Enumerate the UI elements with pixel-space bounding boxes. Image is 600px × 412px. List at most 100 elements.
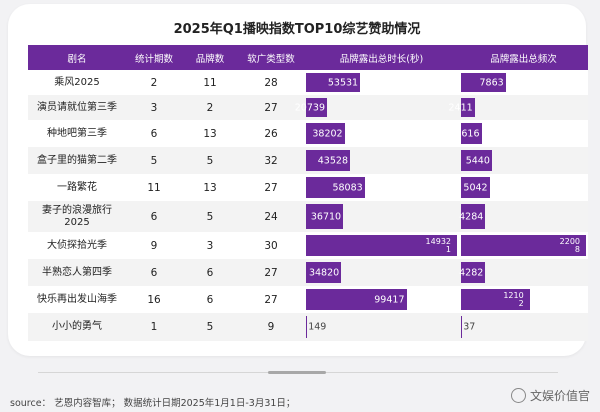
duration-bar-area: 36710 <box>306 204 457 229</box>
brands-value: 13 <box>203 127 217 140</box>
text-line: 2 <box>518 298 524 308</box>
duration-bar-area: 53531 <box>306 73 457 92</box>
frequency-bar-area: 7863 <box>461 73 586 92</box>
frequency-label: 7863 <box>480 77 504 88</box>
footer-indicator <box>268 371 326 374</box>
watermark-logo-icon <box>510 388 526 403</box>
frequency-bar <box>461 150 492 171</box>
table-row: 半熟恋人第四季 6 6 27 34820 4282 <box>28 259 588 286</box>
source-note: source： 艺恩内容智库； 数据统计日期2025年1月1日-3月31日； <box>10 398 296 409</box>
ad-types-value: 27 <box>264 266 278 279</box>
frequency-label: 3616 <box>455 128 479 139</box>
frequency-label: 4282 <box>459 267 483 278</box>
duration-cell: 149 <box>304 313 459 341</box>
frequency-bar-area: 2411 <box>449 98 586 117</box>
frequency-bar <box>461 98 475 117</box>
frequency-bar <box>461 204 486 229</box>
frequency-cell: 4282 <box>459 259 588 286</box>
frequency-cell: 5440 <box>459 147 588 174</box>
duration-label: 99417 <box>374 294 404 305</box>
text-line: 2200 <box>559 236 580 246</box>
data-table: 剧名 统计期数 品牌数 软广类型数 品牌露出总时长(秒) 品牌露出总频次 乘风2… <box>28 45 588 341</box>
periods-value: 5 <box>150 154 158 167</box>
periods-value: 6 <box>150 127 158 140</box>
duration-bar-area: 20739 <box>295 98 457 117</box>
duration-label: 38202 <box>312 128 342 139</box>
table-row: 演员请就位第三季 3 2 27 20739 2411 <box>28 95 588 120</box>
header-ad-types: 软广类型数 <box>247 53 295 65</box>
frequency-bar-area: 5042 <box>461 177 586 198</box>
periods-value: 6 <box>150 210 158 223</box>
periods-value: 16 <box>147 293 161 306</box>
table-row: 盒子里的猫第二季 5 5 32 43528 5440 <box>28 147 588 174</box>
watermark-text: 文娱价值官 <box>529 389 590 403</box>
text-line: 妻子的浪漫旅行 <box>42 204 112 216</box>
show-name-text: 半熟恋人第四季 <box>42 267 112 279</box>
duration-bar <box>306 150 350 171</box>
periods-value: 3 <box>150 101 158 114</box>
duration-bar <box>306 73 361 92</box>
duration-bar <box>306 289 407 310</box>
frequency-label: 2411 <box>449 102 473 113</box>
ad-types-value: 27 <box>264 293 278 306</box>
periods-value: 11 <box>147 181 161 194</box>
duration-cell: 43528 <box>304 147 459 174</box>
text-line: 4284 <box>459 211 484 222</box>
text-line: 乘风2025 <box>54 76 100 88</box>
text-line: 5042 <box>463 182 488 193</box>
frequency-bar <box>461 73 506 92</box>
table-header: 剧名 统计期数 品牌数 软广类型数 品牌露出总时长(秒) 品牌露出总频次 <box>28 45 588 70</box>
show-name: 种地吧第三季 <box>28 120 126 147</box>
show-name: 演员请就位第三季 <box>28 95 126 120</box>
frequency-cell: 1210 2 <box>459 286 588 313</box>
brands-value: 13 <box>203 181 217 194</box>
text-line: 2025 <box>64 216 90 228</box>
show-name-text: 盒子里的猫第二季 <box>37 155 117 167</box>
duration-bar <box>306 204 344 229</box>
show-name: 小小的勇气 <box>28 313 126 341</box>
text-line: 种地吧第三季 <box>47 127 107 139</box>
brands-value: 6 <box>206 293 214 306</box>
text-line: 5440 <box>465 155 490 166</box>
ad-types-value: 24 <box>264 210 278 223</box>
frequency-cell: 2411 <box>449 95 588 120</box>
brands-value: 2 <box>206 101 214 114</box>
brands-value: 11 <box>203 76 217 89</box>
duration-label: 34820 <box>309 267 339 278</box>
table-row: 快乐再出发山海季 16 6 27 99417 1210 2 <box>28 286 588 313</box>
duration-bar-area: 34820 <box>306 262 457 283</box>
header-brands: 品牌数 <box>195 53 225 65</box>
duration-cell: 36710 <box>304 201 459 232</box>
text-line: 53531 <box>327 77 359 88</box>
ad-types-value: 27 <box>264 101 278 114</box>
ad-types-value: 28 <box>264 76 278 89</box>
ad-types-value: 9 <box>267 321 275 333</box>
frequency-cell: 2200 8 <box>459 232 588 259</box>
show-name: 盒子里的猫第二季 <box>28 147 126 174</box>
text-line: 14932 <box>425 236 451 246</box>
brands-value: 5 <box>206 210 214 223</box>
periods-value: 1 <box>150 321 158 333</box>
duration-bar-area: 14932 1 <box>306 235 457 256</box>
frequency-cell: 3616 <box>455 120 588 147</box>
frequency-bar <box>461 262 486 283</box>
frequency-label: 37 <box>463 322 475 333</box>
text-line: 1210 <box>503 290 524 300</box>
frequency-bar-area: 1210 2 <box>461 289 586 310</box>
duration-bar <box>306 98 327 117</box>
table-row: 大侦探拾光季 9 3 30 14932 1 2200 8 <box>28 232 588 259</box>
duration-label: 20739 <box>295 102 325 113</box>
text-line: 4282 <box>459 267 484 278</box>
show-name: 乘风2025 <box>28 70 126 95</box>
duration-label: 43528 <box>318 155 348 166</box>
text-line: 7863 <box>479 77 504 88</box>
duration-bar <box>306 235 457 256</box>
frequency-bar <box>461 177 490 198</box>
frequency-cell: 7863 <box>459 70 588 95</box>
frequency-bar-area: 4284 <box>459 204 586 229</box>
frequency-bar-area: 37 <box>461 316 586 338</box>
duration-bar-area: 43528 <box>306 150 457 171</box>
text-line: 36710 <box>310 211 342 222</box>
brands-value: 6 <box>206 266 214 279</box>
periods-value: 6 <box>150 266 158 279</box>
